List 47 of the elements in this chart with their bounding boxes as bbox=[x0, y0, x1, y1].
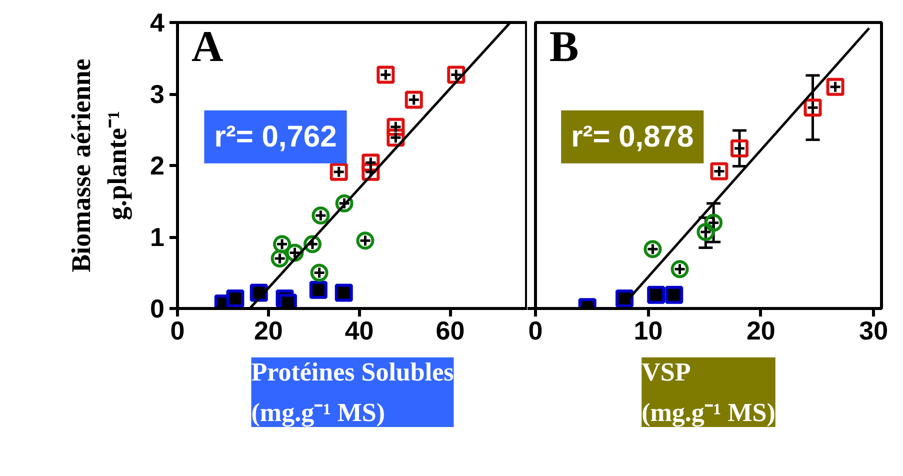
annotation: r²= 0,878 bbox=[571, 120, 694, 154]
x-tick-label: 40 bbox=[344, 316, 374, 346]
point bbox=[447, 66, 466, 84]
point bbox=[647, 286, 666, 304]
point bbox=[304, 235, 322, 254]
x-axis-title: VSP (mg.g⁻¹ MS) bbox=[642, 357, 776, 427]
point bbox=[356, 232, 374, 250]
point bbox=[335, 194, 354, 212]
x-tick-label: 0 bbox=[528, 316, 543, 346]
point bbox=[376, 66, 395, 84]
point bbox=[644, 240, 662, 258]
x-tick-label: 30 bbox=[859, 316, 888, 346]
point bbox=[386, 118, 405, 136]
x-tick-label: 60 bbox=[436, 316, 465, 346]
point bbox=[404, 90, 423, 109]
y-tick-label: 3 bbox=[150, 79, 165, 109]
x-axis-title: Protéines Solubles (mg.g⁻¹ MS) bbox=[251, 357, 454, 427]
y-tick-label: 2 bbox=[150, 150, 165, 180]
point bbox=[804, 98, 822, 117]
point bbox=[226, 289, 244, 308]
annotation: A bbox=[192, 22, 224, 72]
point bbox=[826, 78, 844, 96]
point bbox=[696, 223, 715, 241]
point bbox=[273, 235, 292, 254]
x-tick-label: 10 bbox=[634, 316, 663, 346]
point bbox=[309, 280, 328, 299]
point bbox=[710, 162, 728, 180]
point bbox=[616, 289, 634, 308]
point bbox=[334, 284, 353, 302]
x-tick-label: 20 bbox=[254, 316, 283, 346]
y-tick-label: 4 bbox=[150, 8, 166, 38]
x-tick-label: 0 bbox=[170, 316, 185, 346]
point bbox=[270, 249, 289, 268]
point bbox=[310, 264, 328, 282]
point bbox=[665, 286, 684, 304]
y-axis-title: Biomasse aérienne g.plante⁻¹ bbox=[66, 58, 132, 272]
point bbox=[286, 244, 304, 262]
point bbox=[730, 139, 748, 158]
annotation: B bbox=[549, 22, 579, 72]
annotation: r²= 0,762 bbox=[214, 120, 337, 154]
point bbox=[704, 214, 723, 232]
point bbox=[330, 162, 348, 181]
y-tick-label: 1 bbox=[150, 222, 165, 252]
point bbox=[312, 206, 330, 225]
x-tick-label: 20 bbox=[746, 316, 776, 346]
point bbox=[670, 260, 689, 278]
y-tick-label: 0 bbox=[150, 294, 165, 324]
